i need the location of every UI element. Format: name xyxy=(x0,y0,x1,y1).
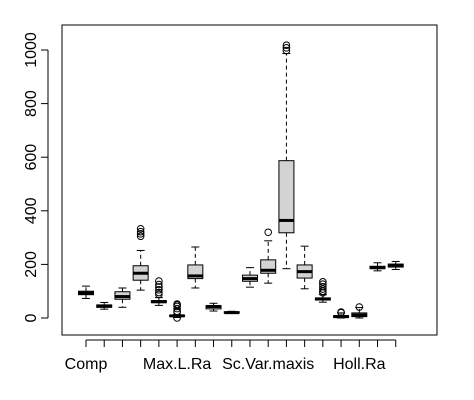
y-tick-label: 600 xyxy=(23,144,40,171)
outlier-point xyxy=(319,285,327,293)
y-tick-label: 200 xyxy=(23,251,40,278)
y-tick-label: 800 xyxy=(23,90,40,117)
outlier-point xyxy=(282,41,291,49)
box-12 xyxy=(278,41,295,270)
box-15 xyxy=(333,308,350,319)
box-13 xyxy=(296,245,313,290)
y-axis: 0 200 400 600 800 1000 xyxy=(23,32,49,322)
outlier-point xyxy=(136,227,145,236)
outlier-point xyxy=(155,277,163,285)
outlier-point xyxy=(136,230,145,238)
x-tick-label: Sc.Var.maxis xyxy=(222,356,314,373)
box-7 xyxy=(187,246,204,289)
x-tick-label: Max.L.Ra xyxy=(143,356,212,373)
box-11 xyxy=(260,228,277,284)
outlier-point xyxy=(282,44,291,52)
x-tick-label: Holl.Ra xyxy=(333,356,386,373)
box-iqr xyxy=(278,160,295,234)
outlier-point xyxy=(136,232,145,241)
y-tick-label: 0 xyxy=(23,313,40,322)
y-tick-label: 1000 xyxy=(23,32,40,68)
plot-border xyxy=(61,24,438,336)
outlier-point xyxy=(173,304,181,313)
box-8 xyxy=(205,302,222,312)
outlier-point xyxy=(319,278,327,286)
outlier-point xyxy=(155,286,163,294)
boxes-group xyxy=(78,41,404,322)
outlier-point xyxy=(337,308,345,316)
outlier-point xyxy=(155,280,163,289)
box-16 xyxy=(351,303,368,319)
box-14 xyxy=(314,278,331,303)
box-3 xyxy=(114,287,131,308)
box-9 xyxy=(223,310,240,315)
box-17 xyxy=(369,262,386,272)
y-tick-label: 400 xyxy=(23,197,40,224)
x-axis: Comp Max.L.Ra Sc.Var.maxis Holl.Ra xyxy=(65,339,397,373)
outlier-point xyxy=(355,303,364,311)
box-2 xyxy=(96,301,113,310)
outlier-point xyxy=(264,228,273,237)
box-5 xyxy=(150,277,167,306)
outlier-point xyxy=(282,46,291,55)
outlier-point xyxy=(319,282,327,291)
outlier-point xyxy=(155,288,163,297)
box-10 xyxy=(241,267,258,288)
x-tick-label: Comp xyxy=(65,356,108,373)
box-1 xyxy=(78,285,94,299)
outlier-point xyxy=(173,300,181,308)
outlier-point xyxy=(155,283,163,291)
box-18 xyxy=(387,260,404,270)
outlier-point xyxy=(319,280,327,289)
box-4 xyxy=(132,224,149,291)
box-6 xyxy=(169,300,186,322)
outlier-point xyxy=(136,224,145,233)
